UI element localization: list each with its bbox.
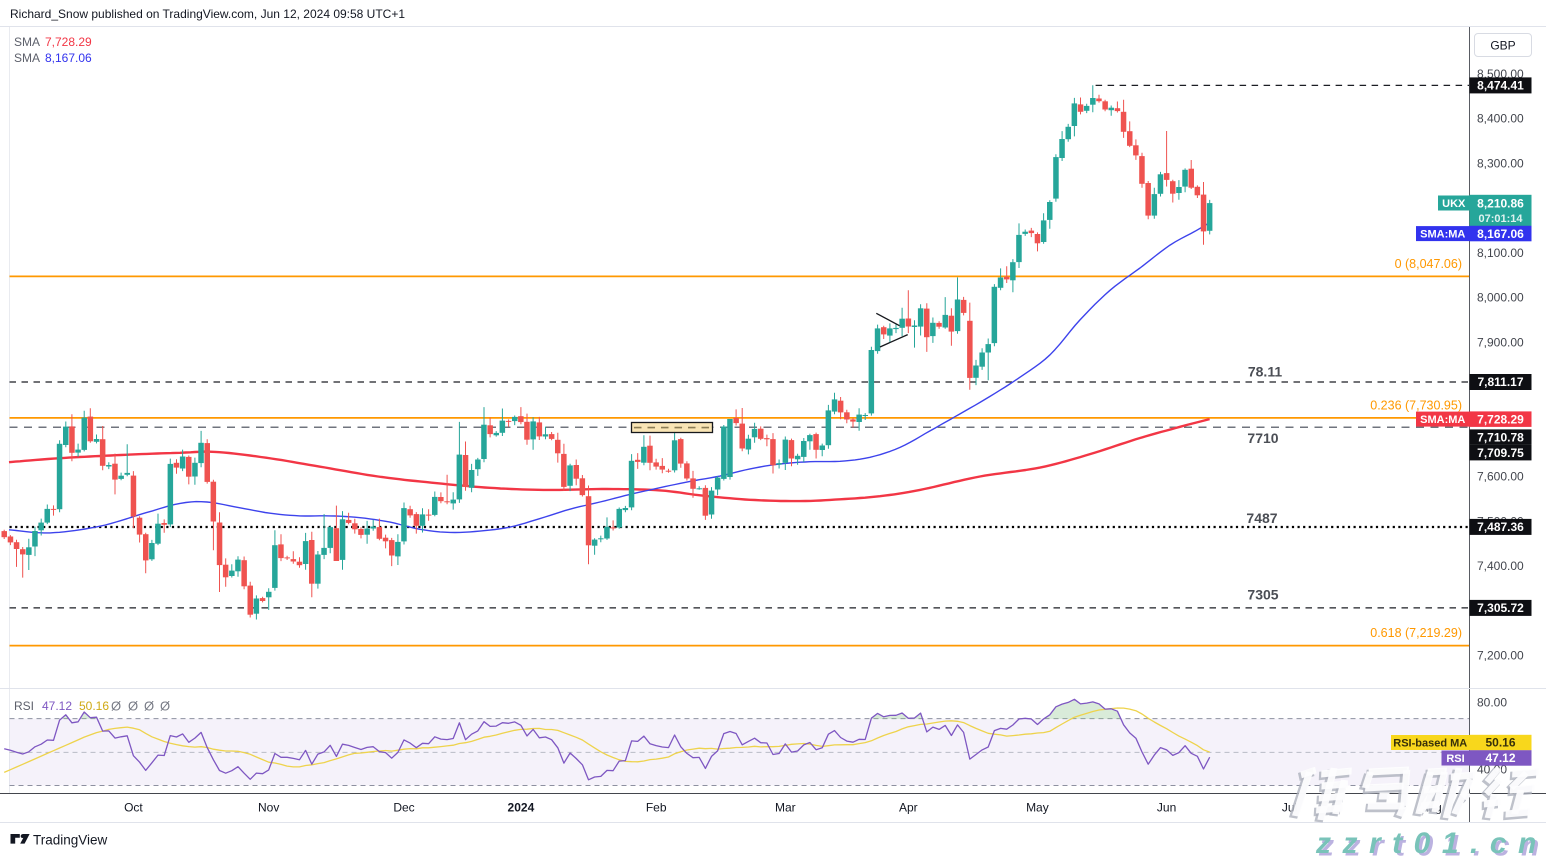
svg-text:RSI: RSI [1446,753,1464,765]
svg-text:Feb: Feb [646,801,667,815]
svg-text:RSI: RSI [14,699,34,713]
svg-text:7,305.72: 7,305.72 [1477,601,1524,615]
svg-text:SMA:MA: SMA:MA [1420,228,1465,240]
svg-text:78.11: 78.11 [1248,364,1282,380]
svg-text:50.16: 50.16 [1485,736,1515,750]
svg-text:Ø: Ø [111,699,121,714]
svg-text:7487: 7487 [1246,510,1277,526]
svg-text:zzrt01.cn: zzrt01.cn [1315,827,1546,857]
svg-text:07:01:14: 07:01:14 [1478,213,1523,225]
svg-text:8,167.06: 8,167.06 [45,51,92,65]
svg-text:TradingView: TradingView [33,832,108,847]
svg-text:40.00: 40.00 [1477,762,1507,776]
svg-text:SMA:MA: SMA:MA [1420,414,1465,426]
svg-text:8,100.00: 8,100.00 [1477,246,1524,260]
svg-text:May: May [1026,801,1049,815]
svg-text:7,709.75: 7,709.75 [1477,446,1524,460]
svg-text:Ø: Ø [128,699,138,714]
svg-text:7,200.00: 7,200.00 [1477,649,1524,663]
svg-text:8,210.86: 8,210.86 [1477,197,1524,211]
svg-text:SMA: SMA [14,51,40,65]
svg-text:7,487.36: 7,487.36 [1477,520,1524,534]
svg-text:Richard_Snow published on Trad: Richard_Snow published on TradingView.co… [10,7,405,21]
svg-text:80.00: 80.00 [1477,695,1507,709]
svg-text:Mar: Mar [775,801,796,815]
svg-text:7,710.78: 7,710.78 [1477,430,1524,444]
svg-text:8,400.00: 8,400.00 [1477,112,1524,126]
svg-text:RSI-based MA: RSI-based MA [1393,737,1467,749]
svg-text:47.12: 47.12 [1485,751,1515,765]
svg-text:8,474.41: 8,474.41 [1477,79,1524,93]
svg-text:Ø: Ø [160,699,170,714]
svg-text:Ø: Ø [144,699,154,714]
svg-text:8,167.06: 8,167.06 [1477,227,1524,241]
svg-text:50.16: 50.16 [79,699,109,713]
svg-text:7,728.29: 7,728.29 [1477,412,1524,426]
svg-text:0.618 (7,219.29): 0.618 (7,219.29) [1370,626,1462,640]
svg-text:7,600.00: 7,600.00 [1477,470,1524,484]
svg-text:8,300.00: 8,300.00 [1477,156,1524,170]
svg-text:7,728.29: 7,728.29 [45,35,92,49]
svg-text:0.236 (7,730.95): 0.236 (7,730.95) [1370,399,1462,413]
svg-text:2024: 2024 [508,801,535,815]
svg-text:SMA: SMA [14,35,40,49]
svg-text:Apr: Apr [899,801,918,815]
svg-text:47.12: 47.12 [42,699,72,713]
svg-text:0 (8,047.06): 0 (8,047.06) [1395,257,1462,271]
svg-text:7710: 7710 [1247,430,1278,446]
svg-text:Jun: Jun [1157,801,1176,815]
svg-text:Dec: Dec [393,801,414,815]
svg-text:Nov: Nov [258,801,279,815]
svg-text:UKX: UKX [1442,198,1466,210]
svg-text:GBP: GBP [1490,38,1515,52]
svg-text:7305: 7305 [1247,587,1278,603]
svg-text:8,000.00: 8,000.00 [1477,291,1524,305]
svg-text:7,900.00: 7,900.00 [1477,335,1524,349]
svg-text:Oct: Oct [124,801,143,815]
svg-text:7,811.17: 7,811.17 [1477,375,1523,389]
svg-text:7,400.00: 7,400.00 [1477,559,1524,573]
